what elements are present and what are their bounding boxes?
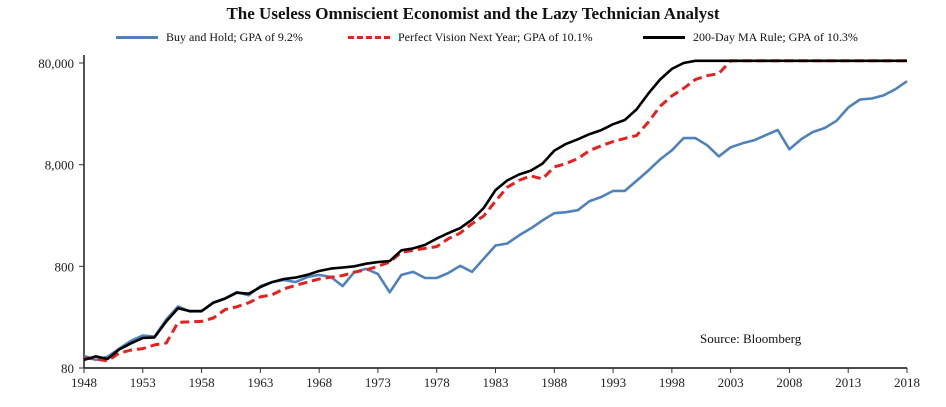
x-tick-label: 1998 [659, 375, 685, 390]
x-tick-label: 1978 [424, 375, 450, 390]
y-tick-label: 800 [55, 259, 75, 274]
x-tick-label: 1958 [189, 375, 215, 390]
y-tick-label: 80,000 [38, 56, 74, 71]
source-annotation: Source: Bloomberg [700, 331, 802, 346]
legend-item-buy-and-hold: Buy and Hold; GPA of 9.2% [116, 30, 303, 45]
legend-item-200-day-ma: 200-Day MA Rule; GPA of 10.3% [643, 30, 858, 45]
series-line-perfect-vision [83, 59, 907, 363]
legend-label: Buy and Hold; GPA of 9.2% [166, 30, 303, 44]
x-tick-label: 1948 [71, 375, 97, 390]
x-tick-label: 2003 [718, 375, 744, 390]
chart-title: The Useless Omniscient Economist and the… [226, 4, 720, 23]
legend-label: 200-Day MA Rule; GPA of 10.3% [693, 30, 858, 44]
legend-swatch-red-dashed-line [348, 36, 390, 39]
y-tick-label: 8,000 [45, 158, 74, 173]
x-tick-label: 1973 [365, 375, 391, 390]
legend-item-perfect-vision: Perfect Vision Next Year; GPA of 10.1% [348, 30, 593, 45]
legend-swatch-blue-line [116, 36, 158, 39]
legend-swatch-black-line [643, 36, 685, 39]
x-tick-label: 1953 [130, 375, 156, 390]
x-tick-label: 1993 [600, 375, 626, 390]
legend: Buy and Hold; GPA of 9.2% Perfect Vision… [0, 30, 946, 46]
x-tick-label: 2013 [835, 375, 861, 390]
x-tick-label: 2008 [776, 375, 802, 390]
x-tick-label: 1968 [306, 375, 332, 390]
series-lines [83, 59, 908, 363]
x-tick-label: 2018 [894, 375, 920, 390]
axes: 80 800 8,000 80,000 1948 1953 1958 1963 1968 1973… [38, 55, 920, 390]
x-tick-label: 1963 [247, 375, 273, 390]
x-tick-label: 1988 [541, 375, 567, 390]
series-line-buy-and-hold [83, 80, 908, 362]
legend-label: Perfect Vision Next Year; GPA of 10.1% [398, 30, 593, 44]
series-line-200-day-ma [83, 59, 907, 362]
y-tick-label: 80 [61, 361, 74, 376]
x-tick-label: 1983 [483, 375, 509, 390]
